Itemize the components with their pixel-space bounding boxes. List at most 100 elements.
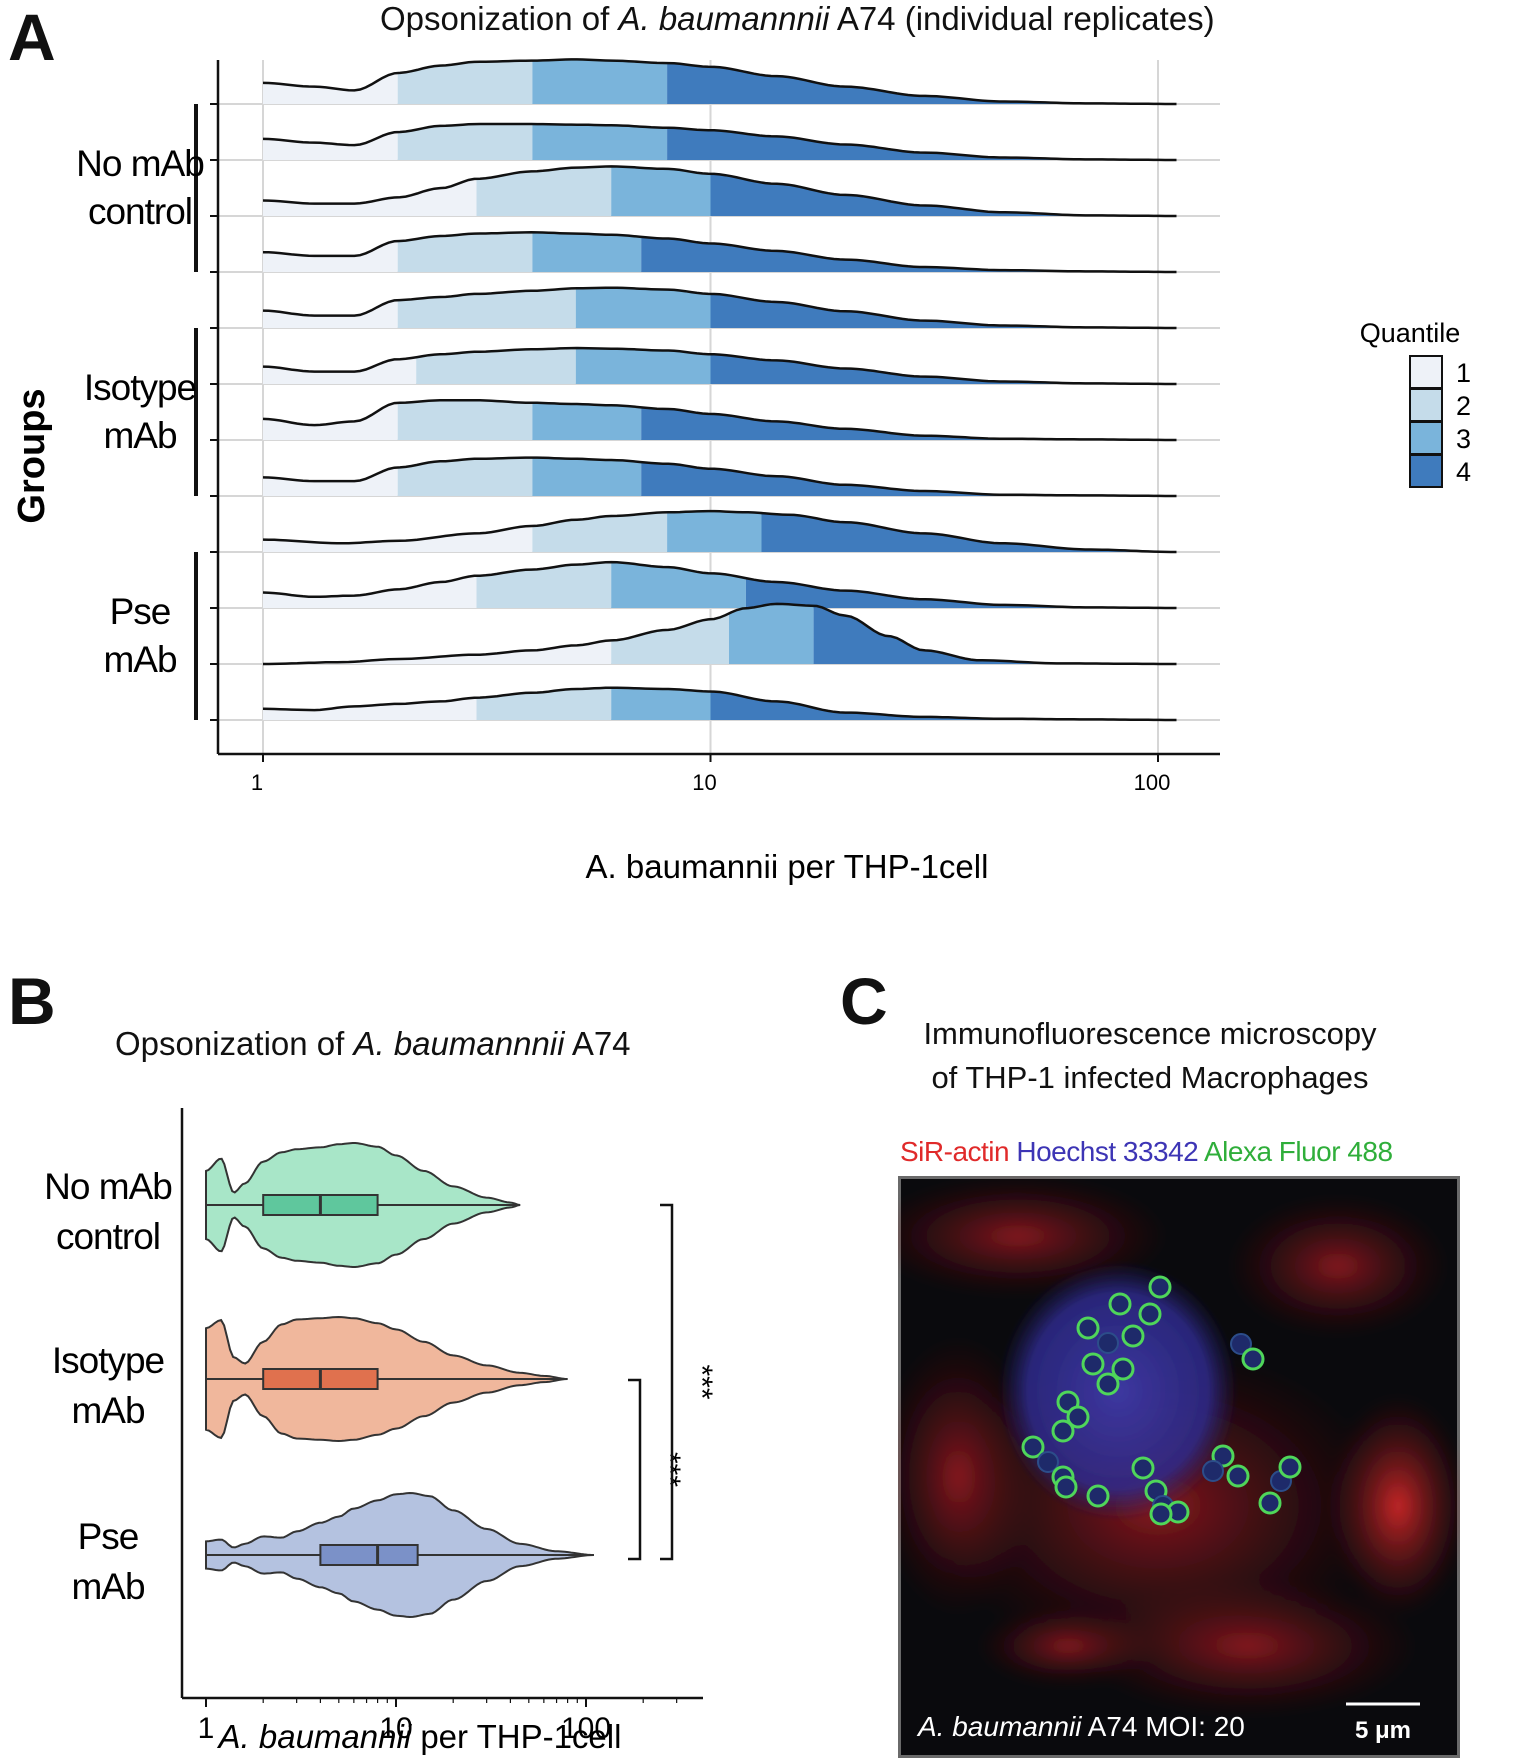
ridge-quantile-4 bbox=[813, 605, 1177, 664]
violin-group-labels: No mAb control Isotype mAb Pse mAb bbox=[44, 1166, 173, 1607]
legend-label-4: 4 bbox=[1456, 457, 1471, 487]
bacterium bbox=[1131, 1456, 1155, 1480]
legend-swatch-2 bbox=[1409, 388, 1443, 422]
ridge-quantile-2 bbox=[532, 512, 668, 552]
bacterium bbox=[1086, 1484, 1110, 1508]
bacterium bbox=[1096, 1372, 1120, 1396]
bacterium bbox=[1202, 1460, 1224, 1482]
panel-a-letter: A bbox=[8, 0, 56, 74]
bacterium bbox=[1037, 1451, 1059, 1473]
bacterium bbox=[1278, 1455, 1302, 1479]
bacterium bbox=[1076, 1316, 1100, 1340]
ridge-group-label-line1: Isotype bbox=[84, 367, 196, 408]
violin-group-label-line1: No mAb bbox=[44, 1166, 172, 1207]
violin-group-label-line2: control bbox=[56, 1216, 160, 1257]
legend-title: Quantile bbox=[1360, 318, 1461, 348]
ridge-outline bbox=[262, 399, 1177, 442]
ridge-outline bbox=[262, 346, 1177, 386]
ridge-outline bbox=[262, 560, 1177, 610]
bacterium bbox=[1066, 1405, 1090, 1429]
bacterium bbox=[1111, 1357, 1135, 1381]
ridge-outline bbox=[262, 456, 1177, 498]
ridge-quantile-2 bbox=[397, 232, 533, 272]
ridge-outline bbox=[262, 509, 1177, 554]
ridge-quantile-1 bbox=[263, 300, 398, 328]
ridge-quantile-3 bbox=[575, 287, 711, 328]
bacteria-group bbox=[1021, 1275, 1302, 1526]
ridge-group-label-line1: No mAb bbox=[76, 143, 204, 184]
ridge-series-6 bbox=[262, 346, 1177, 386]
ridge-series-11 bbox=[263, 602, 1177, 666]
panel-a-title-italic: A. baumannnii bbox=[618, 0, 830, 37]
ridge-quantile-2 bbox=[397, 457, 533, 496]
sig-label: *** bbox=[685, 1364, 718, 1399]
ridge-quantile-3 bbox=[532, 59, 668, 104]
nucleus bbox=[998, 1261, 1238, 1521]
bacterium bbox=[1108, 1292, 1132, 1316]
violin-x-tick-label: 1 bbox=[198, 1712, 215, 1745]
sig-bracket-1: *** bbox=[628, 1378, 686, 1561]
sig-bracket-line bbox=[628, 1378, 642, 1561]
ridge-series-7 bbox=[262, 399, 1177, 442]
ridge-group-label-line2: mAb bbox=[103, 415, 177, 456]
ridge-series-1 bbox=[262, 58, 1177, 106]
panel-c-caption-line1: Immunofluorescence microscopy bbox=[923, 1016, 1377, 1051]
sig-label: *** bbox=[653, 1452, 686, 1487]
ridge-quantile-4 bbox=[710, 293, 1177, 328]
ridge-x-tick-label: 1 bbox=[251, 770, 263, 795]
ridge-quantile-3 bbox=[611, 166, 711, 216]
ridge-quantile-4 bbox=[710, 354, 1177, 384]
violin-xlabel: A. baumannii per THP-1cell bbox=[217, 1718, 622, 1755]
ridge-quantile-4 bbox=[710, 691, 1177, 720]
ridge-quantile-1 bbox=[263, 575, 477, 608]
ridge-series-3 bbox=[262, 165, 1177, 218]
bacterium bbox=[1051, 1419, 1075, 1443]
panel-a-title: Opsonization of A. baumannnii A74 (indiv… bbox=[380, 0, 1215, 38]
violin-x-tick-label: 100 bbox=[561, 1712, 611, 1745]
ridge-group-label-line2: control bbox=[88, 191, 192, 232]
ridge-outline bbox=[262, 231, 1177, 274]
ridge-series-5 bbox=[262, 286, 1177, 330]
ridge-x-tick-label: 10 bbox=[692, 770, 716, 795]
channel-legend: SiR-actin Hoechst 33342 Alexa Fluor 488 bbox=[900, 1136, 1393, 1168]
ridge-group-label-line2: mAb bbox=[103, 639, 177, 680]
bacterium bbox=[1148, 1275, 1172, 1299]
ridge-quantile-3 bbox=[611, 687, 711, 720]
ridge-outline bbox=[262, 58, 1177, 106]
panel-c-letter: C bbox=[840, 964, 888, 1038]
panel-b-title-pre: Opsonization of bbox=[115, 1025, 354, 1062]
violin-box bbox=[319, 1544, 419, 1566]
ridge-series-9 bbox=[262, 509, 1177, 554]
ridge-quantile-1 bbox=[263, 402, 398, 440]
ridge-series-4 bbox=[262, 231, 1177, 274]
ridge-quantile-1 bbox=[263, 526, 533, 552]
ridge-series-12 bbox=[262, 686, 1177, 722]
ridge-quantile-2 bbox=[476, 562, 612, 608]
ridge-outline bbox=[262, 286, 1177, 330]
bacterium bbox=[1149, 1502, 1173, 1526]
panel-c-caption-line2: of THP-1 infected Macrophages bbox=[931, 1060, 1369, 1095]
ridge-quantile-4 bbox=[641, 462, 1177, 496]
violin-chart: 1 10 100 No mAb control Isotype mAb Pse mAb ***… bbox=[44, 1108, 718, 1755]
ridge-quantile-3 bbox=[729, 603, 814, 664]
ridge-quantile-1 bbox=[263, 132, 398, 160]
ridge-quantile-4 bbox=[667, 127, 1177, 160]
bacterium bbox=[1138, 1302, 1162, 1326]
ridge-quantile-2 bbox=[476, 166, 612, 216]
sig-bracket-2: *** bbox=[660, 1203, 718, 1561]
legend-swatch-1 bbox=[1409, 355, 1443, 389]
legend-label-3: 3 bbox=[1456, 424, 1471, 454]
ridge-ylabel: Groups bbox=[11, 388, 53, 523]
ridge-quantile-3 bbox=[575, 348, 711, 384]
ridge-quantile-3 bbox=[532, 457, 642, 496]
ridge-quantile-4 bbox=[667, 63, 1177, 104]
ridge-quantile-1 bbox=[263, 178, 477, 216]
ridge-outline bbox=[262, 122, 1177, 162]
sig-bracket-line bbox=[660, 1203, 674, 1561]
ridge-quantile-3 bbox=[532, 232, 642, 272]
violin-group-label-line1: Pse bbox=[78, 1516, 139, 1557]
ridge-quantile-1 bbox=[263, 640, 612, 664]
ridge-outline bbox=[263, 602, 1177, 666]
violin-no-mab-control bbox=[205, 1142, 521, 1268]
